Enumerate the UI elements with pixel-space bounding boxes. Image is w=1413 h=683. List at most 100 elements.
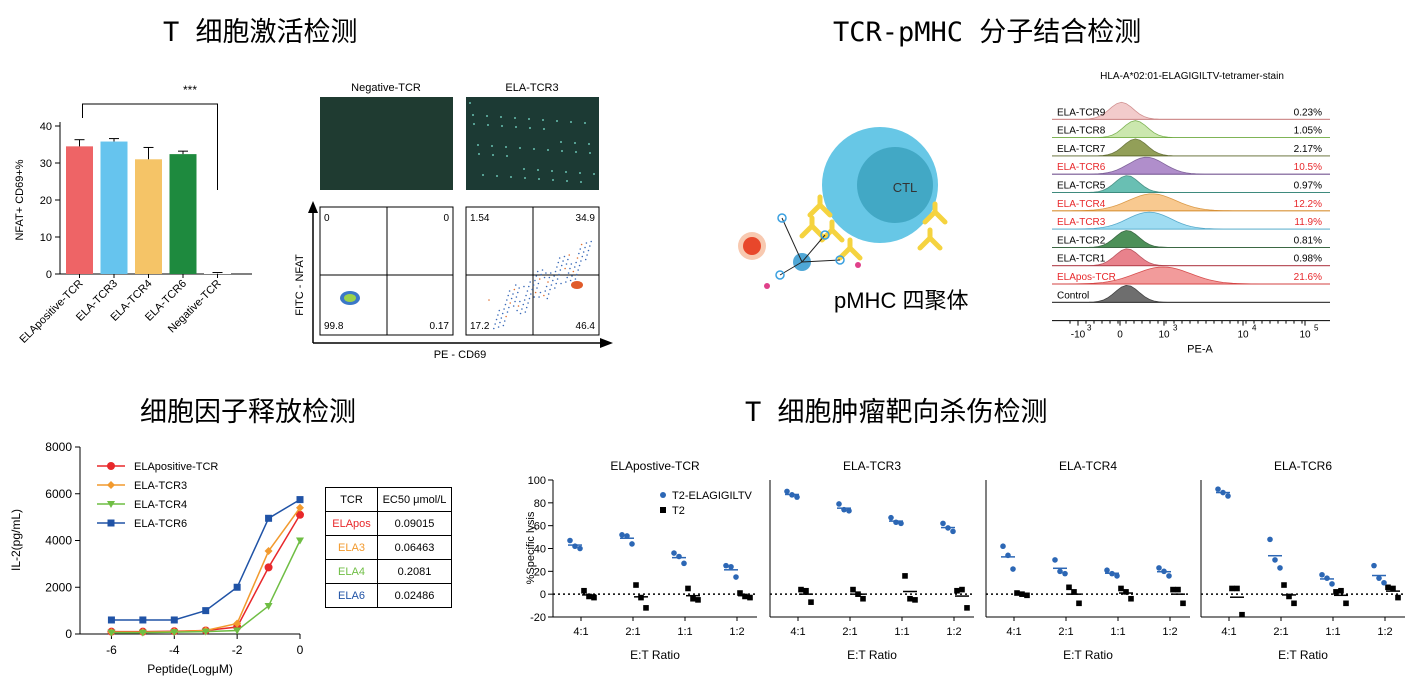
ec50-tcr-name: ELApos — [325, 511, 378, 536]
lysis-x-tick-label: 2:1 — [1058, 626, 1073, 638]
quadrant-value: 0.17 — [430, 321, 450, 332]
cell-dot — [510, 297, 513, 300]
cell-dot — [516, 309, 518, 312]
blue-data-point — [1166, 573, 1172, 579]
cell-speck — [487, 124, 489, 126]
blue-data-point — [1329, 581, 1335, 587]
linker — [801, 259, 841, 263]
lysis-x-tick-label: 1:2 — [946, 626, 961, 638]
cell-dot — [577, 269, 579, 271]
cell-dot — [573, 266, 576, 268]
black-data-point — [685, 585, 691, 592]
black-data-point — [581, 587, 587, 594]
data-point — [107, 481, 115, 489]
cell-dot — [579, 248, 582, 250]
blue-data-point — [846, 508, 852, 514]
cell-dot — [519, 300, 521, 303]
data-point — [264, 563, 273, 572]
black-data-point — [959, 586, 965, 593]
ec50-header-value: EC50 μmol/L — [377, 487, 452, 512]
black-data-point — [1066, 584, 1072, 591]
data-point — [170, 616, 178, 624]
cell-dot — [554, 270, 557, 273]
bar — [204, 273, 231, 274]
cell-speck — [566, 180, 568, 182]
lysis-x-tick-label: 2:1 — [842, 626, 857, 638]
lysis-panel-title: ELA-TCR3 — [843, 459, 901, 473]
cell-dot — [532, 284, 535, 286]
cell-dot — [554, 287, 556, 289]
histogram-percent: 10.5% — [1294, 162, 1322, 173]
blue-data-point — [1052, 557, 1058, 563]
linker — [801, 234, 826, 263]
data-point — [296, 503, 304, 512]
cell-dot — [544, 290, 547, 292]
cell-speck — [510, 176, 512, 178]
data-point — [139, 616, 147, 624]
tcr-receptor — [922, 201, 948, 225]
data-point — [202, 607, 210, 615]
blue-data-point — [671, 550, 677, 556]
cell-dot — [529, 281, 531, 283]
ec50-tcr-name: ELA4 — [325, 559, 378, 584]
cell-dot — [519, 312, 522, 315]
lysis-x-tick-label: 2:1 — [625, 626, 640, 638]
lysis-panel-title: ELApostive-TCR — [610, 459, 700, 473]
histogram-x-tick-exp: 3 — [1087, 324, 1092, 333]
cell-speck — [472, 114, 474, 116]
blue-data-point — [572, 543, 578, 550]
cell-dot — [563, 255, 566, 258]
cell-dot — [580, 260, 582, 262]
cell-dot — [503, 320, 506, 322]
y-tick-label: 20 — [40, 195, 52, 207]
cell-speck — [514, 117, 516, 119]
lysis-x-tick-label: 4:1 — [1006, 626, 1021, 638]
cell-dot — [539, 291, 542, 294]
histogram-curve — [1052, 230, 1330, 248]
cell-dot — [503, 308, 505, 310]
blue-data-point — [577, 545, 583, 552]
black-data-point — [1071, 589, 1077, 595]
cell-cluster-core — [344, 294, 356, 302]
black-data-point — [695, 597, 701, 603]
killing-scatter-chart: %Specific lysis -20 0 20 40 60 80 100 ELApostive… — [525, 459, 1405, 662]
negative-tcr-label: Negative-TCR — [351, 82, 421, 94]
histogram-percent: 0.81% — [1294, 235, 1322, 246]
ec50-tcr-name: ELA6 — [325, 583, 378, 608]
histogram-x-tick-label: 10 — [1299, 330, 1311, 341]
cell-dot — [522, 303, 525, 306]
cell-dot — [517, 305, 520, 307]
table-row: ELA4 0.2081 — [325, 559, 452, 584]
blue-data-point — [723, 562, 729, 569]
data-point — [107, 616, 115, 624]
ctl-nucleus — [857, 147, 933, 223]
tcr-receptor — [799, 215, 825, 239]
cell-dot — [585, 242, 588, 244]
cell-dot — [553, 275, 555, 277]
cell-dot — [518, 287, 520, 289]
cell-speck — [579, 172, 581, 174]
cell-speck — [482, 174, 484, 176]
bar — [100, 141, 128, 274]
tetramer-diagram: CTL pMHC 四聚体 — [738, 127, 968, 313]
cell-speck — [500, 116, 502, 118]
il2-y-tick-label: 6000 — [45, 487, 72, 501]
blue-data-point — [1114, 573, 1120, 579]
data-point — [233, 619, 242, 628]
cell-dot — [558, 257, 561, 259]
histogram-percent: 2.17% — [1294, 144, 1322, 155]
histogram-series-label: Control — [1057, 290, 1089, 301]
data-point — [264, 602, 273, 610]
cell-dot — [521, 308, 523, 310]
cell-dot — [582, 251, 585, 253]
cell-dot — [535, 275, 538, 277]
blue-data-point — [893, 519, 899, 526]
lysis-x-tick-label: 1:1 — [1325, 626, 1340, 638]
blue-data-point — [888, 514, 894, 521]
black-data-point — [1014, 590, 1020, 596]
histogram-x-tick-label: 10 — [1158, 330, 1170, 341]
cell-dot — [581, 255, 584, 258]
black-data-point — [1123, 589, 1129, 595]
blue-data-point — [898, 520, 904, 527]
black-data-point — [591, 594, 597, 601]
